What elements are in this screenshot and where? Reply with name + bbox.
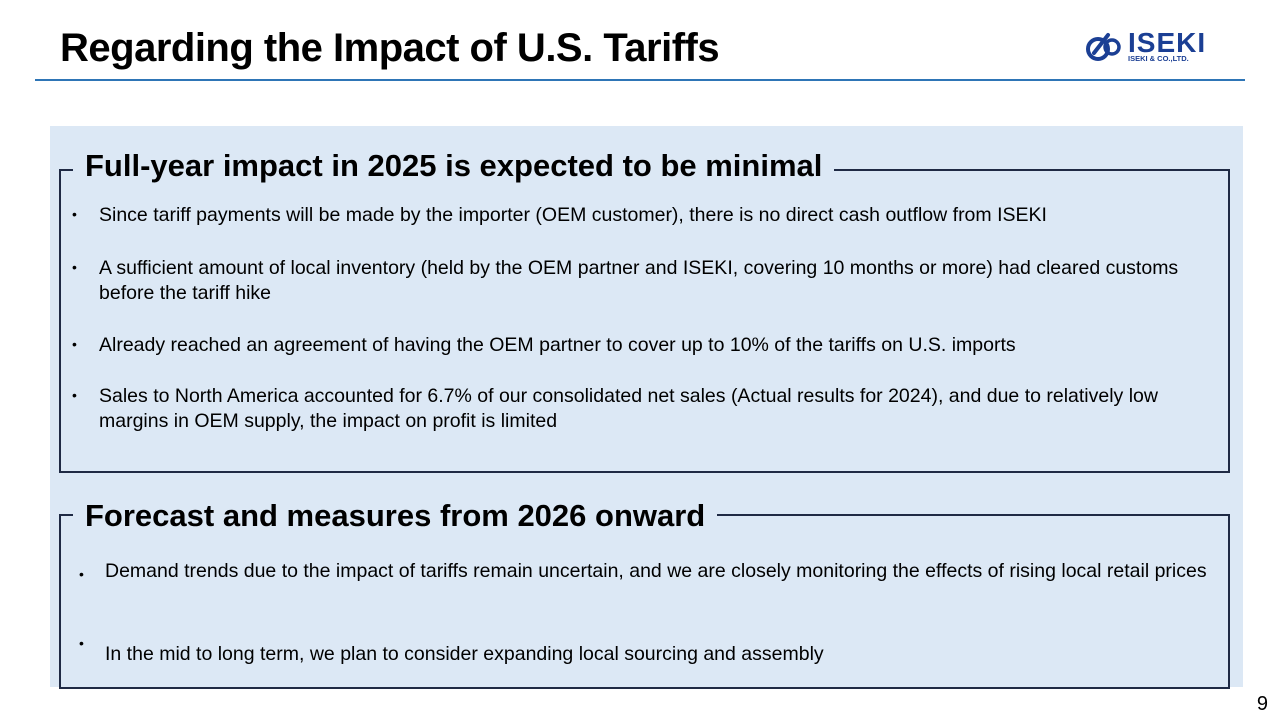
page-title: Regarding the Impact of U.S. Tariffs bbox=[60, 26, 720, 70]
list-item-text: Since tariff payments will be made by th… bbox=[99, 204, 1047, 226]
list-item-text: Already reached an agreement of having t… bbox=[99, 334, 1016, 356]
iseki-logo-mark-icon bbox=[1086, 33, 1121, 61]
bullet-dot-icon: • bbox=[72, 259, 77, 275]
list-item-text: Sales to North America accounted for 6.7… bbox=[99, 385, 1158, 432]
list-item: • Already reached an agreement of having… bbox=[72, 333, 1219, 358]
bullet-dot-icon: • bbox=[72, 336, 77, 352]
logo-subtitle: ISEKI & CO.,LTD. bbox=[1128, 54, 1189, 63]
content-panel bbox=[50, 126, 1243, 687]
bullet-dot-icon: • bbox=[79, 566, 84, 582]
list-item: • Since tariff payments will be made by … bbox=[72, 203, 1219, 228]
bullet-dot-icon: • bbox=[79, 635, 84, 651]
list-item-text: A sufficient amount of local inventory (… bbox=[99, 257, 1179, 304]
list-item: • A sufficient amount of local inventory… bbox=[72, 256, 1219, 306]
company-logo: ISEKI ISEKI & CO.,LTD. bbox=[1084, 27, 1224, 65]
list-item-text: Demand trends due to the impact of tarif… bbox=[105, 560, 1207, 582]
bullet-dot-icon: • bbox=[72, 206, 77, 222]
list-item: • Sales to North America accounted for 6… bbox=[72, 384, 1219, 434]
section-heading-2026-forecast: Forecast and measures from 2026 onward bbox=[73, 496, 718, 536]
section-heading-2025-impact: Full-year impact in 2025 is expected to … bbox=[73, 146, 835, 186]
page-number: 9 bbox=[1256, 693, 1268, 715]
list-item: • In the mid to long term, we plan to co… bbox=[79, 636, 1215, 667]
title-divider bbox=[35, 79, 1245, 81]
list-item: • Demand trends due to the impact of tar… bbox=[79, 559, 1215, 584]
bullet-dot-icon: • bbox=[72, 387, 77, 403]
list-item-text: In the mid to long term, we plan to cons… bbox=[105, 643, 824, 665]
logo-wordmark: ISEKI bbox=[1128, 27, 1207, 58]
